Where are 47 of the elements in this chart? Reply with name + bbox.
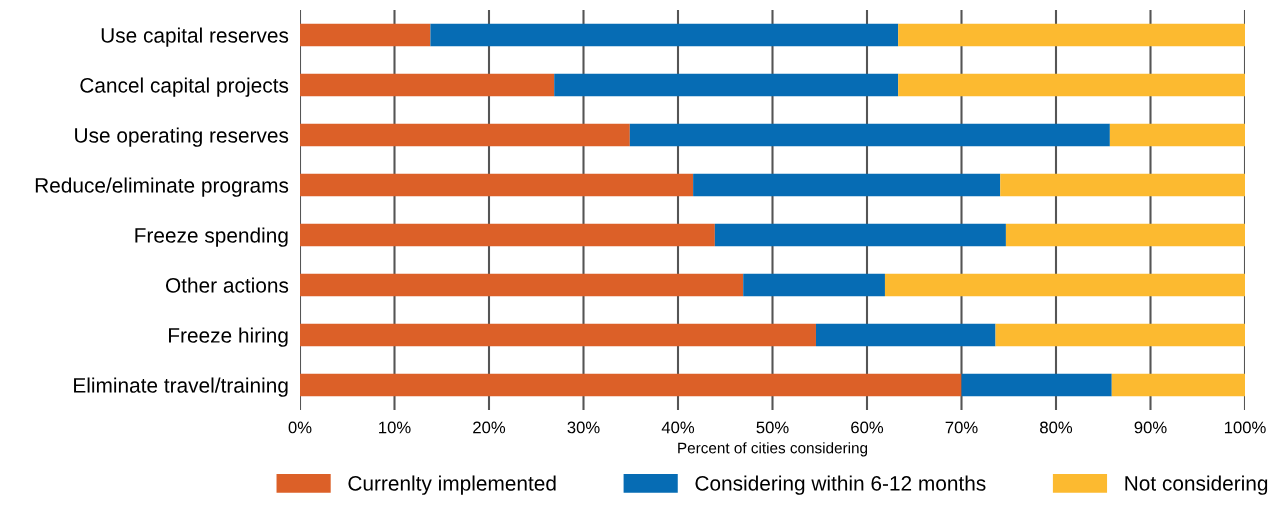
x-tick-label: 70% (945, 421, 978, 434)
bar (1111, 373, 1245, 397)
bar (300, 173, 694, 197)
bar (300, 123, 630, 147)
y-tick-label: Freeze hiring (169, 327, 288, 347)
x-tick-label: 0% (288, 421, 312, 434)
bar (1000, 173, 1245, 197)
bar (629, 123, 1110, 147)
y-tick-label: Reduce/eliminate programs (35, 177, 289, 197)
bar (995, 323, 1245, 347)
x-tick-label: 50% (756, 421, 789, 434)
x-axis-title: Percent of cities considering (678, 442, 868, 457)
bar (300, 73, 555, 97)
bar (300, 273, 744, 297)
bar (1109, 123, 1245, 147)
legend-label: Not considering (1125, 475, 1268, 495)
bar (1005, 223, 1245, 247)
x-tick-label: 30% (567, 421, 600, 434)
x-tick-label: 60% (851, 421, 884, 434)
x-tick-label: 10% (379, 421, 411, 434)
x-tick-label: 20% (473, 421, 506, 434)
bar (884, 273, 1245, 297)
bar (693, 173, 1001, 197)
bar (961, 373, 1112, 397)
bar (300, 323, 816, 347)
bar (743, 273, 885, 297)
x-tick-label: 90% (1134, 421, 1167, 434)
x-tick-label: 100% (1224, 421, 1266, 434)
x-tick-label: 40% (661, 421, 695, 434)
bar (554, 73, 899, 97)
y-tick-label: Use capital reserves (101, 27, 289, 47)
bar (300, 23, 431, 47)
bar (898, 23, 1245, 47)
bar (714, 223, 1006, 247)
y-tick-label: Freeze spending (135, 227, 288, 247)
y-tick-label: Use operating reserves (75, 127, 289, 147)
y-tick-label: Other actions (165, 277, 289, 293)
bar (815, 323, 996, 347)
bar (300, 223, 715, 247)
x-tick-label: 80% (1040, 421, 1073, 434)
bar (430, 23, 899, 47)
bar (898, 73, 1245, 97)
y-tick-label: Eliminate travel/training (74, 377, 288, 397)
legend-label: Currenlty implemented (348, 475, 556, 495)
y-tick-label: Cancel capital projects (80, 77, 289, 97)
bar (300, 373, 962, 397)
legend-label: Considering within 6-12 months (695, 475, 986, 495)
